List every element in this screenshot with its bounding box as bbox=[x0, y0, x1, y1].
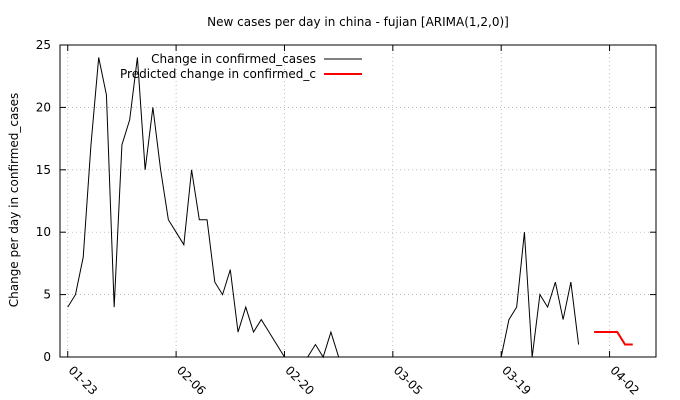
x-tick-label: 02-06 bbox=[174, 363, 209, 398]
y-tick-label: 25 bbox=[36, 38, 51, 52]
grid bbox=[60, 45, 656, 357]
x-tick-label: 04-02 bbox=[607, 363, 642, 398]
x-tick-label: 01-23 bbox=[66, 363, 101, 398]
x-tick-label: 03-05 bbox=[391, 363, 426, 398]
series-line-predicted bbox=[594, 331, 633, 346]
chart-title: New cases per day in china - fujian [ARI… bbox=[207, 15, 509, 29]
y-tick-label: 0 bbox=[43, 350, 51, 364]
y-tick-label: 15 bbox=[36, 163, 51, 177]
plot-frame bbox=[59, 44, 657, 358]
x-tick-label: 02-20 bbox=[282, 363, 317, 398]
legend-label-observed: Change in confirmed_cases bbox=[151, 52, 316, 66]
x-tick-label: 03-19 bbox=[499, 363, 534, 398]
series-line-observed bbox=[67, 57, 580, 359]
y-tick-label: 20 bbox=[36, 100, 51, 114]
legend: Change in confirmed_cases Predicted chan… bbox=[120, 52, 362, 81]
legend-label-predicted: Predicted change in confirmed_c bbox=[120, 67, 316, 81]
y-axis-label: Change per day in confirmed_cases bbox=[7, 93, 21, 308]
y-tick-label: 10 bbox=[36, 225, 51, 239]
y-tick-label: 5 bbox=[43, 288, 51, 302]
axis-ticks: 0 5 10 15 20 25 01-23 02-06 02-20 03-05 03-19 04-02 bbox=[36, 38, 656, 398]
series-layer bbox=[67, 57, 633, 359]
